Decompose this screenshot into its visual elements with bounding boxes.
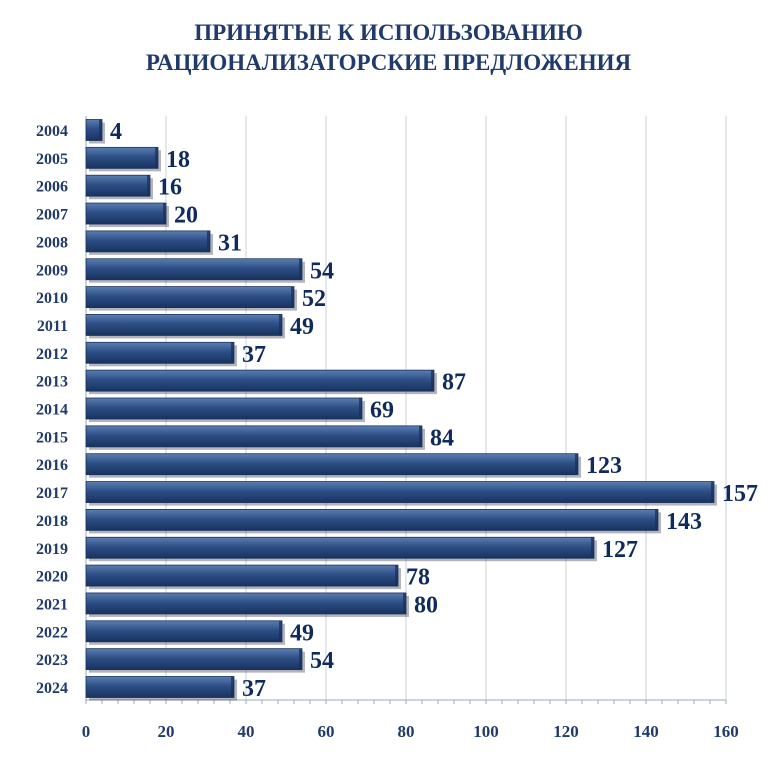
bar-2022: [85, 620, 283, 643]
bar-2007: [85, 202, 167, 225]
bar-end-cap: [155, 147, 158, 169]
y-tick-label: 2023: [36, 652, 68, 669]
bar-end-cap: [395, 565, 398, 587]
bar-end-cap: [279, 314, 282, 336]
bar-end-cap: [299, 258, 302, 280]
chart-title-line-1: ПРИНЯТЫЕ К ИСПОЛЬЗОВАНИЮ: [194, 20, 583, 45]
bar-2008: [85, 230, 211, 253]
data-label: 80: [414, 592, 438, 618]
bar-end-cap: [231, 676, 234, 698]
x-tick-label: 160: [713, 722, 739, 741]
bar-end-cap: [711, 481, 714, 503]
y-tick-label: 2004: [36, 123, 68, 140]
y-tick-label: 2014: [36, 402, 68, 419]
data-label: 84: [430, 425, 454, 451]
y-tick-label: 2010: [36, 290, 68, 307]
bar-end-cap: [99, 119, 102, 141]
x-tick-label: 0: [82, 722, 91, 741]
y-tick-label: 2016: [36, 457, 68, 474]
bar-2010: [85, 286, 295, 309]
y-tick-label: 2022: [36, 624, 68, 641]
data-label: 4: [110, 119, 122, 145]
bar-end-cap: [419, 425, 422, 447]
y-tick-label: 2015: [36, 429, 68, 446]
bar-2006: [85, 174, 151, 197]
data-label: 54: [310, 258, 334, 284]
bar-end-cap: [359, 398, 362, 419]
data-label: 157: [722, 481, 758, 507]
y-tick-label: 2007: [36, 207, 68, 224]
bar-2021: [85, 592, 407, 615]
data-label: 49: [290, 620, 314, 646]
data-label: 127: [602, 537, 638, 563]
x-tick-label: 140: [633, 722, 659, 741]
bar-2018: [85, 508, 659, 531]
data-label: 16: [158, 175, 182, 201]
bar-end-cap: [403, 592, 406, 614]
bar-end-cap: [231, 342, 234, 364]
x-tick-label: 80: [398, 722, 415, 741]
bar-2023: [85, 648, 303, 671]
bar-end-cap: [655, 509, 658, 531]
x-tick-label: 100: [473, 722, 499, 741]
bar-2011: [85, 314, 283, 336]
y-tick-label: 2012: [36, 346, 68, 363]
data-label: 49: [290, 314, 314, 340]
y-tick-label: 2019: [36, 541, 68, 558]
y-tick-label: 2013: [36, 374, 68, 391]
bar-end-cap: [291, 286, 294, 308]
y-tick-label: 2006: [36, 179, 68, 196]
data-label: 31: [218, 230, 242, 256]
bar-2013: [85, 369, 435, 392]
bar-end-cap: [431, 370, 434, 392]
bar-2020: [85, 564, 399, 587]
y-tick-label: 2008: [36, 234, 68, 251]
bar-2005: [85, 146, 159, 169]
data-label: 37: [242, 342, 266, 368]
bar-2015: [85, 425, 423, 448]
y-tick-label: 2017: [36, 485, 68, 502]
bar-2024: [85, 676, 235, 698]
data-label: 37: [242, 676, 266, 702]
bar-2012: [85, 341, 235, 364]
y-tick-label: 2005: [36, 151, 68, 168]
data-label: 52: [302, 286, 326, 312]
x-tick-label: 60: [318, 722, 335, 741]
y-tick-label: 2021: [36, 596, 68, 613]
bar-end-cap: [299, 648, 302, 670]
chart-title: ПРИНЯТЫЕ К ИСПОЛЬЗОВАНИЮ РАЦИОНАЛИЗАТОРС…: [0, 18, 777, 78]
x-tick-label: 40: [238, 722, 255, 741]
bar-end-cap: [279, 620, 282, 642]
x-tick-label: 20: [158, 722, 175, 741]
bar-end-cap: [207, 230, 210, 252]
bar-2019: [85, 536, 595, 559]
x-tick-label: 120: [553, 722, 579, 741]
y-tick-label: 2024: [36, 680, 68, 697]
bar-2016: [85, 453, 579, 476]
data-label: 78: [406, 565, 430, 591]
y-tick-label: 2011: [37, 318, 68, 335]
bar-end-cap: [147, 175, 150, 197]
y-tick-label: 2018: [36, 513, 68, 530]
bar-2009: [85, 258, 303, 281]
data-label: 69: [370, 398, 394, 424]
bar-end-cap: [163, 203, 166, 225]
data-label: 18: [166, 147, 190, 173]
y-tick-label: 2009: [36, 262, 68, 279]
bar-end-cap: [591, 537, 594, 559]
data-label: 54: [310, 648, 334, 674]
chart-title-line-2: РАЦИОНАЛИЗАТОРСКИЕ ПРЕДЛОЖЕНИЯ: [145, 50, 632, 75]
bar-2014: [85, 397, 363, 420]
bar-2017: [85, 481, 715, 503]
data-label: 143: [666, 509, 702, 535]
data-label: 20: [174, 203, 198, 229]
data-label: 123: [586, 453, 622, 479]
bar-end-cap: [575, 453, 578, 475]
y-tick-label: 2020: [36, 569, 68, 586]
data-label: 87: [442, 370, 466, 396]
